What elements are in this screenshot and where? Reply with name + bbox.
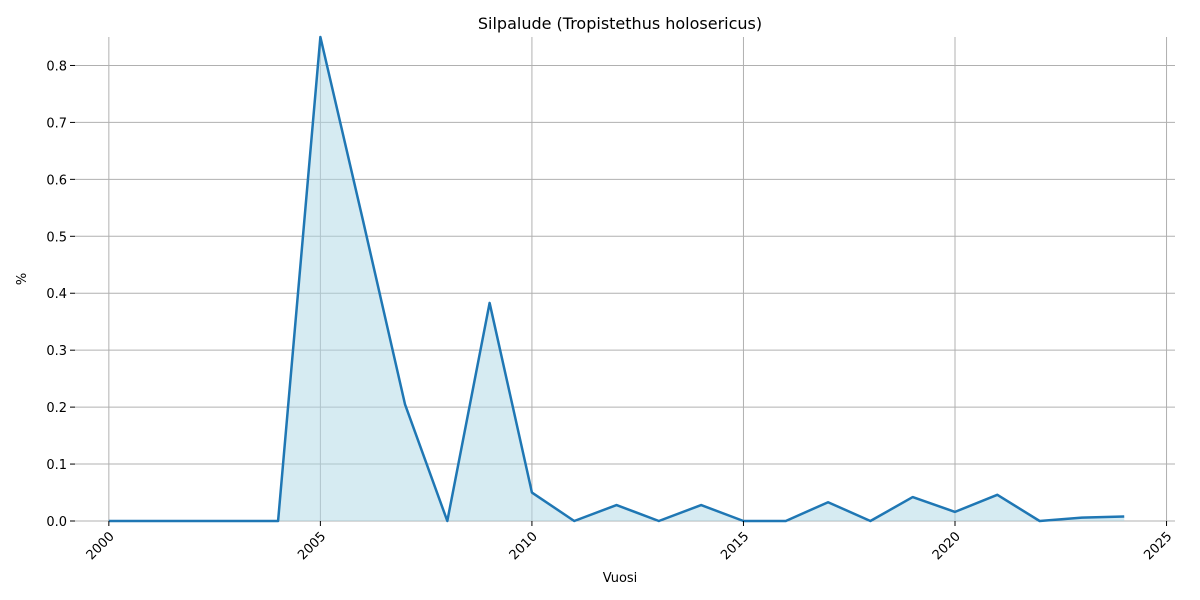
y-tick-label: 0.5 [46,230,67,245]
y-axis-label: % [15,273,30,285]
y-tick-label: 0.7 [46,116,67,131]
x-tick-label: 2025 [1141,529,1175,563]
axis-ticks: 2000 2005 2010 2015 2020 2025 0.0 0.1 0.2 0.3 0.4 0… [46,36,1175,563]
y-tick-label: 0.3 [46,344,67,359]
y-tick-label: 0.1 [46,458,67,473]
x-tick-label: 2000 [84,529,118,563]
x-tick-label: 2015 [718,529,752,563]
x-axis-label: Vuosi [603,571,638,586]
x-tick-label: 2005 [295,529,329,563]
y-tick-label: 0.0 [46,515,67,530]
y-tick-label: 0.6 [46,173,67,188]
chart-title: Silpalude (Tropistethus holosericus) [478,14,762,33]
x-tick-label: 2020 [930,529,964,563]
y-tick-label: 0.2 [46,401,67,416]
area-fill [108,37,1125,521]
grid [75,37,1175,522]
y-tick-label: 0.4 [46,287,67,302]
x-tick-label: 2010 [507,529,541,563]
y-tick-label: 0.8 [46,59,67,74]
series-line [108,35,1125,523]
